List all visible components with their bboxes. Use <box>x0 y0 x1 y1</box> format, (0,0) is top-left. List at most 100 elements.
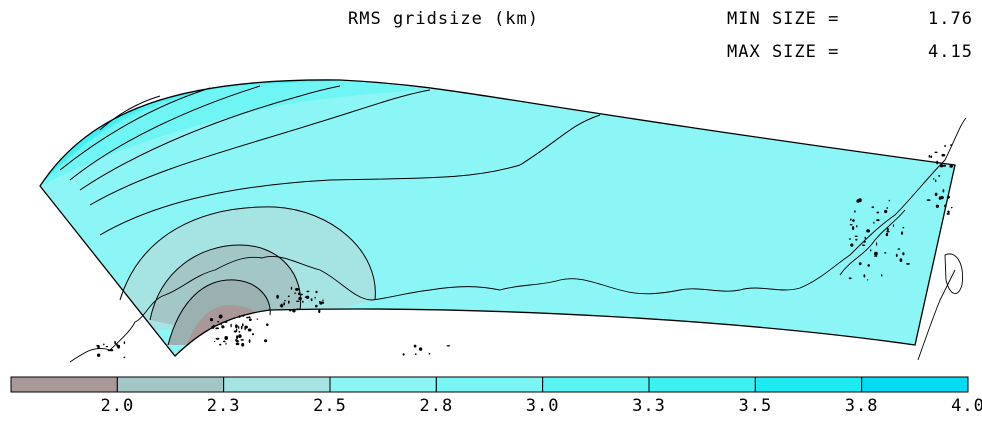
island-speck <box>892 224 895 227</box>
island-speck <box>950 144 953 147</box>
island-speck <box>235 342 240 346</box>
island-speck <box>874 251 878 256</box>
island-speck <box>926 199 931 201</box>
island-speck <box>97 345 100 350</box>
island-speck <box>938 175 941 177</box>
island-speck <box>888 199 890 202</box>
island-speck <box>298 297 302 301</box>
island-speck <box>105 346 109 348</box>
island-speck <box>233 330 237 333</box>
island-speck <box>242 314 245 317</box>
island-speck <box>862 244 866 246</box>
island-specks <box>96 144 953 358</box>
island-speck <box>902 226 905 229</box>
island-speck <box>881 274 883 277</box>
island-speck <box>946 213 950 215</box>
island-speck <box>849 224 853 226</box>
contour-line <box>59 87 211 171</box>
island-speck <box>897 248 901 250</box>
island-speck <box>276 294 279 299</box>
island-speck <box>848 238 852 240</box>
island-speck <box>883 252 887 254</box>
island-speck <box>215 327 220 330</box>
contour-line <box>119 206 376 301</box>
island-speck <box>248 339 251 343</box>
island-speck <box>302 300 304 303</box>
island-speck <box>292 308 296 313</box>
contour-line <box>99 114 601 236</box>
island-speck <box>934 192 938 196</box>
island-speck <box>236 339 239 343</box>
colorbar-segment <box>542 376 650 393</box>
min-size-label: MIN SIZE = <box>727 9 840 29</box>
island-speck <box>852 226 855 231</box>
island-speck <box>413 344 417 348</box>
island-speck <box>314 296 316 299</box>
coastline-path <box>69 117 967 363</box>
island-speck <box>244 326 246 331</box>
island-speck <box>109 349 114 352</box>
island-speck <box>238 334 242 338</box>
island-speck <box>287 295 290 298</box>
island-speck <box>850 218 852 221</box>
island-speck <box>123 356 126 358</box>
island-speck <box>873 221 875 224</box>
island-speck <box>863 240 866 243</box>
island-speck <box>944 204 947 208</box>
island-speck <box>288 300 290 304</box>
contour-line <box>99 95 161 131</box>
island-speck <box>854 210 856 213</box>
island-speck <box>223 340 226 343</box>
island-speck <box>283 302 286 306</box>
island-speck <box>322 299 324 302</box>
island-speck <box>876 242 878 246</box>
island-speck <box>123 341 126 345</box>
island-speck <box>935 161 938 164</box>
island-speck <box>295 288 299 291</box>
island-speck <box>933 178 935 180</box>
island-speck <box>415 353 417 356</box>
island-speck <box>117 344 121 349</box>
coastline-path <box>917 269 956 361</box>
island-speck <box>870 249 872 252</box>
island-speck <box>867 279 869 281</box>
island-speck <box>864 236 866 240</box>
island-speck <box>949 164 953 168</box>
island-speck <box>300 293 303 296</box>
island-speck <box>935 204 940 208</box>
island-speck <box>252 333 254 336</box>
colorbar-tick-label: 3.5 <box>738 396 773 416</box>
contour-line <box>69 85 261 181</box>
colorbar-tick-label: 2.5 <box>313 396 347 416</box>
island-speck <box>116 343 118 347</box>
island-speck <box>941 153 946 157</box>
island-speck <box>428 352 431 355</box>
colorbar-segment <box>329 376 437 393</box>
contour-line <box>149 244 302 321</box>
island-speck <box>236 335 239 340</box>
island-speck <box>863 274 866 278</box>
island-speck <box>928 154 930 158</box>
island-speck <box>935 179 937 183</box>
domain-boundary <box>39 79 956 357</box>
colorbar-segment <box>754 376 863 393</box>
island-speck <box>899 258 903 262</box>
island-speck <box>319 301 323 305</box>
island-speck <box>886 227 889 232</box>
island-speck <box>852 219 855 222</box>
coastline-path <box>839 209 906 276</box>
island-speck <box>295 300 300 302</box>
island-speck <box>902 252 905 256</box>
island-speck <box>848 277 852 280</box>
island-speck <box>310 298 313 302</box>
island-speck <box>238 315 241 318</box>
colorbar-tick-label: 3.8 <box>844 396 879 416</box>
island-speck <box>217 321 220 323</box>
island-speck <box>248 316 251 319</box>
chart-title: RMS gridsize (km) <box>348 9 539 29</box>
colorbar-segment <box>223 376 331 393</box>
island-speck <box>264 339 268 343</box>
island-speck <box>240 325 243 330</box>
colorbar-segment <box>116 376 225 393</box>
